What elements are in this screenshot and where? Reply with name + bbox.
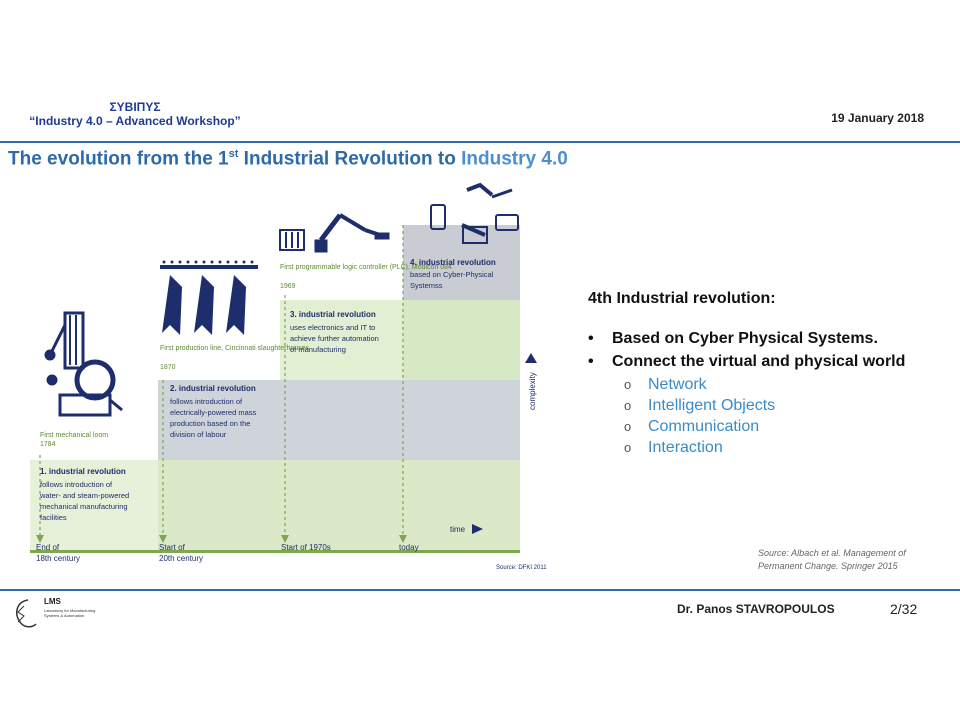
workshop-name: “Industry 4.0 – Advanced Workshop” <box>29 114 241 128</box>
lms-logo-icon <box>15 599 37 628</box>
bullet-main-2: • Connect the virtual and physical world <box>588 353 948 371</box>
footer-rule <box>0 589 960 591</box>
cps-devices-icon <box>430 182 519 244</box>
bullet-sub-4-text: Interaction <box>648 439 723 456</box>
citation: Source: Albach et al. Management of Perm… <box>758 547 938 573</box>
workshop-header: ΣΥΒΙΠΥΣ “Industry 4.0 – Advanced Worksho… <box>0 100 270 128</box>
bullet-sub-3: o Communication <box>588 418 948 436</box>
title-part1: The evolution from the 1 <box>8 148 229 170</box>
title-sup: st <box>228 148 239 160</box>
stage4-text-1: based on Cyber-Physical <box>410 270 494 279</box>
stage1-text-3: mechanical manufacturing <box>40 502 128 511</box>
stage3-text-3: of manufacturing <box>290 345 346 354</box>
timeline-bar <box>30 550 520 553</box>
circle-bullet-icon: o <box>624 419 632 434</box>
robot-arm-icon <box>279 213 390 253</box>
timeline-2b: 20th century <box>159 554 203 563</box>
title-highlight: Industry 4.0 <box>461 148 568 170</box>
stage1-caption: First mechanical loom <box>40 432 108 439</box>
timeline-1b: 18th century <box>36 554 80 563</box>
bullet-list: 4th Industrial revolution: • Based on Cyb… <box>588 290 948 460</box>
complexity-arrow-icon <box>525 353 537 363</box>
band-2 <box>158 380 520 460</box>
citation-line-2: Permanent Change. Springer 2015 <box>758 561 898 571</box>
stage2-caption: First production line, Cincinnati slaugh… <box>160 345 310 352</box>
band-4 <box>403 225 520 300</box>
stage1-title: 1. industrial revolution <box>40 467 126 476</box>
stage2-text-4: division of labour <box>170 430 227 439</box>
date: 19 January 2018 <box>831 111 924 125</box>
timeline-2a: Start of <box>159 543 186 552</box>
evolution-figure: First mechanical loom 1784 First product… <box>30 182 547 571</box>
circle-bullet-icon: o <box>624 377 632 392</box>
header-rule <box>0 141 960 143</box>
time-label: time <box>450 525 466 534</box>
lab-abbr: LMS <box>44 597 61 606</box>
stage3-text-2: achieve further automation <box>290 334 379 343</box>
band-4b <box>403 300 520 380</box>
stage2-title: 2. industrial revolution <box>170 384 256 393</box>
stage3-year: 1969 <box>280 283 296 290</box>
bullet-sub-1: o Network <box>588 376 948 394</box>
bullet-dot-icon: • <box>588 353 594 370</box>
circle-bullet-icon: o <box>624 440 632 455</box>
loom-icon <box>44 311 123 417</box>
bullet-dot-icon: • <box>588 330 594 347</box>
time-arrow-icon <box>472 524 483 534</box>
bullet-main-1-text: Based on Cyber Physical Systems. <box>612 330 878 347</box>
complexity-label: complexity <box>528 372 537 410</box>
stage4-title: 4. industrial revolution <box>410 258 496 267</box>
org-name: ΣΥΒΙΠΥΣ <box>109 100 161 114</box>
page-number: 2/32 <box>890 601 918 617</box>
stage1-text-4: facilities <box>40 513 67 522</box>
title-part2: Industrial Revolution to <box>238 148 462 170</box>
bullet-main-1: • Based on Cyber Physical Systems. <box>588 330 948 348</box>
stage1-text-1: follows introduction of <box>40 480 113 489</box>
stage2-text-3: production based on the <box>170 419 250 428</box>
circle-bullet-icon: o <box>624 398 632 413</box>
bullet-main-2-text: Connect the virtual and physical world <box>612 353 906 370</box>
timeline-1a: End of <box>36 543 60 552</box>
stage3-title: 3. industrial revolution <box>290 310 376 319</box>
bullet-sub-1-text: Network <box>648 376 707 393</box>
band-2b <box>158 460 520 550</box>
stage2-text-2: electrically-powered mass <box>170 408 257 417</box>
bullet-sub-3-text: Communication <box>648 418 760 435</box>
stage1-text-2: water- and steam-powered <box>39 491 129 500</box>
lab-name: Laboratory for Manufacturing Systems & A… <box>44 608 96 618</box>
slide-title: The evolution from the 1st Industrial Re… <box>8 148 568 170</box>
stage2-text-1: follows introduction of <box>170 397 243 406</box>
bullet-sub-2-text: Intelligent Objects <box>648 397 776 414</box>
author: Dr. Panos STAVROPOULOS <box>677 602 835 616</box>
stage3-caption: First programmable logic controller (PLC… <box>280 264 452 271</box>
citation-line-1: Source: Albach et al. Management of <box>758 548 906 558</box>
timeline-3: Start of 1970s <box>281 543 331 552</box>
stage4-text-2: Systemss <box>410 281 443 290</box>
stage3-text-1: uses electronics and IT to <box>290 323 375 332</box>
stage1-year: 1784 <box>40 441 56 448</box>
bullet-sub-4: o Interaction <box>588 439 948 457</box>
stage2-year: 1870 <box>160 364 176 371</box>
figure-source: Source: DFKI 2011 <box>496 565 547 571</box>
timeline-4: today <box>399 543 419 552</box>
production-line-icon <box>160 260 258 335</box>
bullet-sub-2: o Intelligent Objects <box>588 397 948 415</box>
bullet-heading: 4th Industrial revolution: <box>588 290 776 307</box>
